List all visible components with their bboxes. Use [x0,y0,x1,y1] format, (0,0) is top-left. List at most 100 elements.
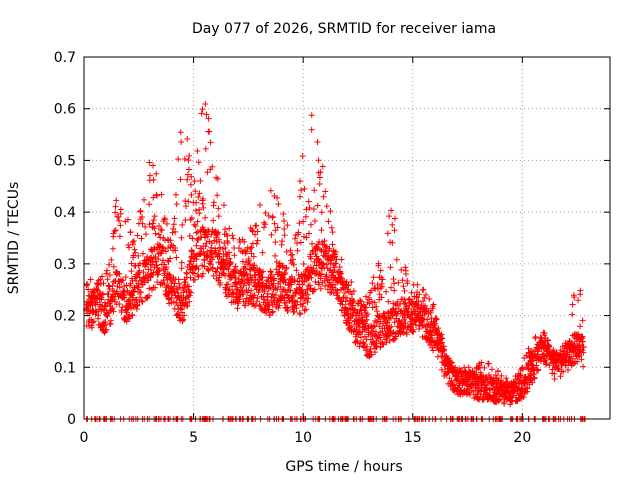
data-point [202,145,209,152]
data-point [279,238,286,245]
data-point [481,364,488,371]
data-point [245,257,252,264]
data-point [414,281,421,288]
data-point [424,316,431,323]
data-point [260,268,267,275]
data-point [354,339,361,346]
data-point [432,316,439,323]
data-point [528,348,535,355]
data-point [305,295,312,302]
data-point [158,227,165,234]
data-point [210,199,217,206]
data-point [184,176,191,183]
data-point [233,286,240,293]
data-point [579,338,586,345]
y-tick-label: 0.4 [54,205,76,221]
data-point [369,327,376,334]
data-point [176,280,183,287]
data-point [308,112,315,119]
data-point [574,358,581,365]
data-point [288,279,295,286]
data-point [305,198,312,205]
data-point [191,221,198,228]
data-point [246,281,253,288]
data-point [564,366,571,373]
data-point [300,300,307,307]
data-point [451,381,458,388]
data-point [289,251,296,258]
data-point [340,285,347,292]
data-point [117,222,124,229]
data-point [281,276,288,283]
data-point [302,306,309,313]
data-point [310,287,317,294]
data-point [87,276,94,283]
data-point [294,278,301,285]
data-point [390,305,397,312]
data-point [476,364,483,371]
data-point [136,274,143,281]
data-point [196,190,203,197]
data-point [369,280,376,287]
data-point [385,317,392,324]
data-point [342,298,349,305]
data-point [178,259,185,266]
y-tick-label: 0.7 [54,50,76,66]
data-point [259,274,266,281]
data-point [578,356,585,363]
data-point [234,305,241,312]
data-point [438,366,445,373]
data-point [492,371,499,378]
data-point [232,263,239,270]
data-point [418,301,425,308]
data-point [447,359,454,366]
data-point [279,262,286,269]
data-point [309,240,316,247]
data-point [333,256,340,263]
chart-title: Day 077 of 2026, SRMTID for receiver iam… [192,21,496,37]
data-point [200,270,207,277]
data-point [150,194,157,201]
data-point [388,207,395,214]
data-point [274,224,281,231]
data-point [439,335,446,342]
data-point [160,218,167,225]
data-point [319,163,326,170]
data-point [178,138,185,145]
data-point [187,181,194,188]
data-point [305,230,312,237]
x-tick-label: 10 [294,430,312,446]
data-point [214,231,221,238]
data-point [375,260,382,267]
data-point [402,264,409,271]
data-point [348,313,355,320]
data-point [495,368,502,375]
data-point [580,363,587,370]
data-point [290,261,297,268]
data-point [99,273,106,280]
data-point [251,262,258,269]
data-point [130,238,137,245]
data-point [192,222,199,229]
data-point [202,243,209,250]
data-point [164,236,171,243]
data-point [400,283,407,290]
data-point [580,344,587,351]
data-point [184,302,191,309]
data-point [291,308,298,315]
data-point [220,202,227,209]
data-point [391,280,398,287]
data-point [452,364,459,371]
data-point [326,245,333,252]
data-point [173,254,180,261]
data-point [192,188,199,195]
data-point [98,307,105,314]
data-point [137,294,144,301]
data-point [322,283,329,290]
data-point [332,260,339,267]
data-point [222,226,229,233]
data-point [126,244,133,251]
data-point [348,278,355,285]
data-point [186,166,193,173]
data-point [264,297,271,304]
